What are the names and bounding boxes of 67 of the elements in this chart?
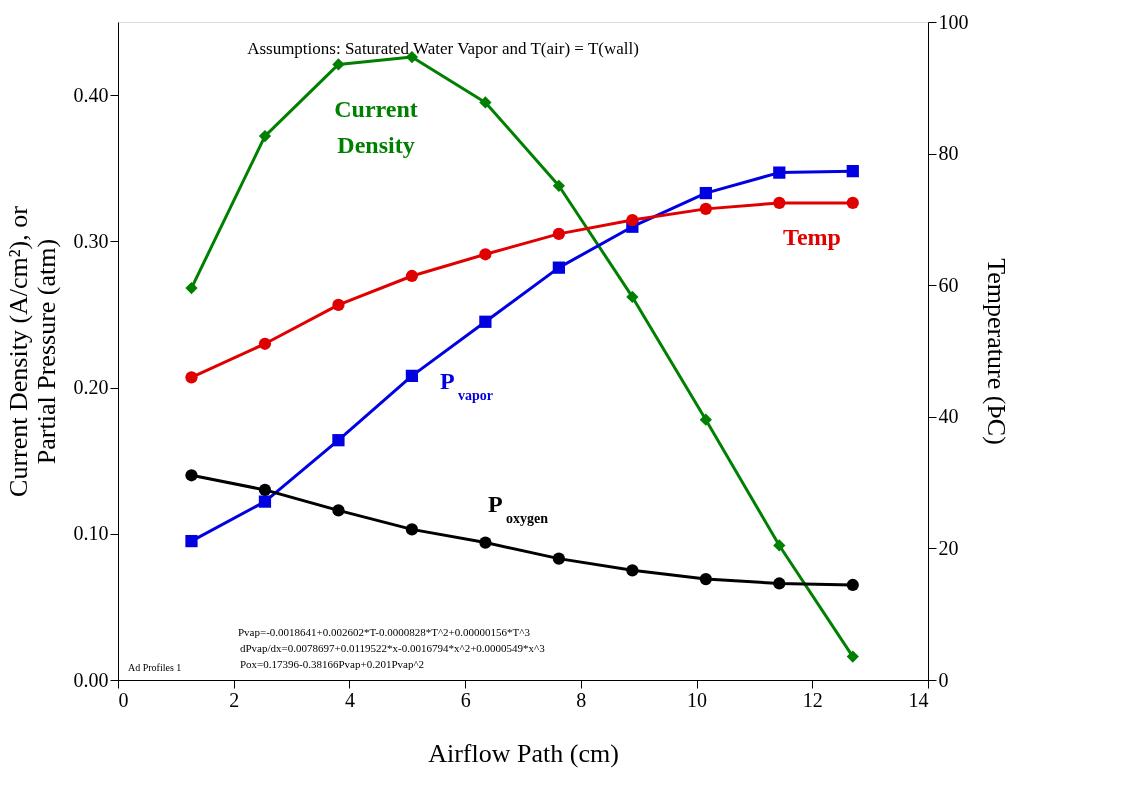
point <box>773 196 786 210</box>
x-tick-label: 2 <box>229 688 240 711</box>
y-tick-label: 0.00 <box>73 668 109 691</box>
annotation: dPvap/dx=0.0078697+0.0119522*x-0.0016794*x^2+0.0000549*x^3 <box>240 642 546 654</box>
annotation: Ad Profiles 1 <box>128 662 182 673</box>
point <box>552 261 565 274</box>
point <box>846 196 859 210</box>
x-tick-label: 14 <box>908 688 929 711</box>
point <box>332 504 345 517</box>
y-axis-title: Current Density (A/cm²), or Partial Pressure (atm) <box>3 205 61 497</box>
y2-tick-label: 100 <box>938 10 969 33</box>
annotation: Assumptions: Saturated Water Vapor and T(air) = T(wall) <box>247 39 639 58</box>
x-tick-label: 0 <box>118 688 129 711</box>
point <box>185 282 198 295</box>
point <box>332 58 345 71</box>
point <box>773 577 786 590</box>
series-label: Temp <box>783 224 841 250</box>
point <box>699 186 712 200</box>
y-tick-label: 0.10 <box>73 522 109 545</box>
point <box>258 129 272 143</box>
x-tick-label: 4 <box>344 688 355 711</box>
point <box>773 166 786 179</box>
point <box>552 552 565 565</box>
point <box>552 179 565 192</box>
point <box>699 413 712 426</box>
point <box>405 523 419 536</box>
point <box>846 650 859 663</box>
x-tick-label: 10 <box>687 688 708 711</box>
point <box>846 578 859 592</box>
point <box>332 434 345 447</box>
point <box>185 534 198 548</box>
point <box>699 202 712 215</box>
point <box>699 572 712 586</box>
y-tick-label: 0.20 <box>73 376 109 399</box>
x-tick-label: 6 <box>460 688 471 711</box>
series-label: Current Density <box>334 96 418 158</box>
point <box>773 539 786 552</box>
point <box>258 337 272 350</box>
point <box>258 483 272 497</box>
y2-axis-title: Temperature (ÞC) <box>981 258 1011 445</box>
point <box>405 269 419 283</box>
annotation: Pvap=-0.0018641+0.002602*T-0.0000828*T^2+0.00000156*T^3 <box>238 626 531 638</box>
point <box>479 248 492 261</box>
point <box>626 213 639 227</box>
x-tick-label: 12 <box>802 688 823 711</box>
y-tick-label: 0.30 <box>73 229 109 252</box>
point <box>185 469 198 482</box>
point <box>626 290 639 304</box>
x-tick-label: 8 <box>576 688 587 711</box>
point <box>552 227 565 240</box>
annotation: Pox=0.17396-0.38166Pvap+0.201Pvap^2 <box>240 658 425 670</box>
point <box>185 371 198 384</box>
y-tick-label: 0.40 <box>73 83 109 106</box>
point <box>846 165 859 178</box>
point <box>332 298 345 312</box>
point <box>405 369 419 382</box>
x-axis-title: Airflow Path (cm) <box>428 738 619 768</box>
point <box>479 96 492 109</box>
point <box>258 495 272 508</box>
y2-tick-label: 80 <box>938 142 959 165</box>
y2-tick-label: 40 <box>938 405 959 428</box>
point <box>479 315 492 328</box>
y2-tick-label: 60 <box>938 273 959 296</box>
point <box>626 564 639 577</box>
y2-tick-label: 0 <box>938 668 949 691</box>
y2-tick-label: 20 <box>938 536 959 559</box>
point <box>479 536 492 549</box>
